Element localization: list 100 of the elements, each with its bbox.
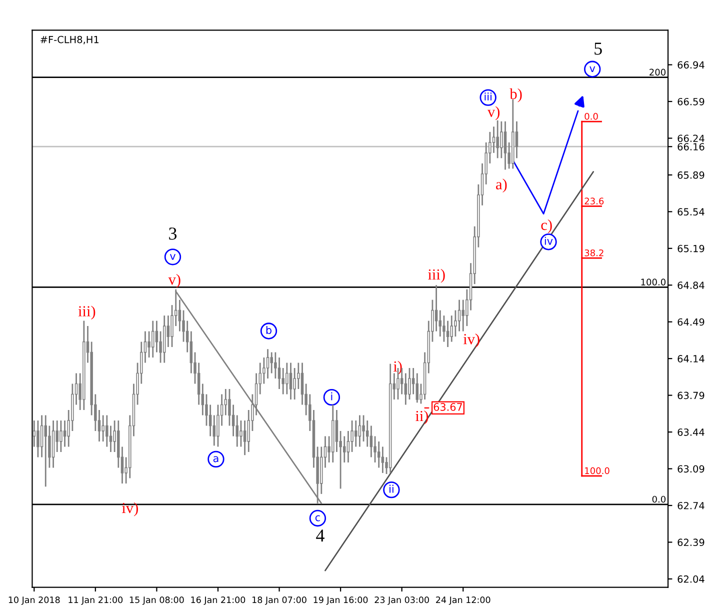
annotation: 38.2 bbox=[584, 249, 604, 256]
candlestick bbox=[148, 330, 150, 358]
candlestick bbox=[178, 299, 182, 332]
annotation: a) bbox=[496, 178, 507, 193]
x-tick-label: 24 Jan 12:00 bbox=[436, 596, 490, 605]
candlestick bbox=[60, 420, 62, 453]
candlestick bbox=[377, 440, 380, 468]
annotation: 200 bbox=[650, 68, 666, 76]
candlestick bbox=[190, 330, 193, 374]
x-tick-label: 10 Jan 2018 bbox=[8, 596, 60, 605]
y-tick-label: 63.09 bbox=[678, 465, 704, 473]
annotation: i bbox=[331, 392, 332, 400]
x-tick-label: 11 Jan 21:00 bbox=[68, 596, 123, 605]
candlestick bbox=[408, 367, 411, 400]
candlestick bbox=[32, 420, 36, 448]
candlestick bbox=[416, 372, 419, 404]
annotation: 4 bbox=[316, 530, 324, 542]
candlestick bbox=[446, 320, 450, 348]
annotation: iv) bbox=[122, 502, 138, 516]
candlestick bbox=[358, 414, 362, 448]
candlestick bbox=[109, 425, 112, 453]
annotation: v) bbox=[487, 106, 500, 120]
y-tick-label: 65.89 bbox=[678, 171, 704, 179]
annotation: ii bbox=[390, 484, 394, 493]
candlestick bbox=[300, 362, 304, 406]
candlestick bbox=[224, 388, 228, 416]
annotation: b bbox=[266, 326, 272, 334]
candlestick bbox=[438, 310, 442, 338]
candlestick bbox=[354, 420, 358, 448]
annotation: iv) bbox=[463, 334, 480, 348]
candlestick bbox=[266, 348, 270, 380]
candlestick bbox=[278, 356, 281, 390]
y-tick-label: 64.14 bbox=[678, 355, 704, 362]
annotation: 100.0 bbox=[641, 278, 666, 286]
x-tick-label: 23 Jan 03:00 bbox=[374, 596, 429, 605]
candlestick bbox=[212, 414, 216, 446]
y-tick-label: 63.44 bbox=[678, 428, 704, 436]
annotation: c bbox=[315, 515, 320, 522]
annotation: iii) bbox=[428, 268, 445, 283]
annotation: 3 bbox=[169, 228, 177, 240]
annotation: v bbox=[590, 66, 596, 72]
candlestick bbox=[197, 362, 200, 406]
y-tick-label: 62.04 bbox=[678, 575, 704, 583]
candlestick bbox=[102, 414, 104, 442]
annotation: iii) bbox=[78, 306, 96, 320]
candlestick bbox=[335, 409, 338, 453]
candlestick bbox=[343, 436, 346, 464]
candlestick bbox=[346, 430, 350, 464]
text: #F-CLH8,H1 bbox=[40, 36, 98, 44]
y-tick-label: 66.16 bbox=[678, 143, 704, 150]
candlestick bbox=[366, 420, 369, 448]
y-tick-label: 62.39 bbox=[678, 538, 704, 546]
candlestick bbox=[40, 414, 44, 458]
candlestick bbox=[434, 284, 438, 332]
y-tick-label: 64.49 bbox=[678, 318, 704, 326]
candlestick bbox=[243, 420, 246, 456]
annotation: 0.0 bbox=[584, 112, 598, 120]
annotation: c) bbox=[541, 219, 552, 234]
annotation: iii bbox=[484, 92, 492, 100]
annotation: 5 bbox=[594, 42, 602, 55]
x-tick-label: 19 Jan 16:00 bbox=[314, 596, 368, 605]
y-tick-label: 65.19 bbox=[678, 244, 704, 252]
candlestick bbox=[289, 362, 292, 400]
x-tick-label: 18 Jan 07:00 bbox=[252, 596, 306, 605]
candlestick bbox=[370, 425, 373, 458]
y-tick-label: 66.59 bbox=[678, 98, 704, 106]
candlestick bbox=[362, 414, 365, 442]
candlestick bbox=[44, 414, 48, 488]
candlestick bbox=[208, 404, 212, 437]
annotation: v) bbox=[168, 274, 180, 288]
candlestick bbox=[496, 120, 499, 159]
candlestick bbox=[240, 420, 242, 448]
candlestick bbox=[381, 446, 384, 474]
candlestick bbox=[504, 120, 507, 170]
candlestick bbox=[462, 299, 464, 332]
annotation: 63.67 bbox=[434, 403, 462, 411]
candlestick bbox=[293, 367, 296, 400]
candlestick bbox=[458, 299, 461, 332]
annotation: iv bbox=[544, 236, 553, 245]
candlestick bbox=[404, 372, 408, 406]
y-tick-label: 66.24 bbox=[678, 134, 704, 142]
annotation: a bbox=[213, 456, 218, 462]
annotation: 23.6 bbox=[584, 198, 604, 204]
annotation: 100.0 bbox=[585, 467, 610, 474]
annotation: v bbox=[170, 254, 176, 260]
y-tick-label: 66.94 bbox=[678, 61, 704, 69]
annotation: b) bbox=[510, 88, 522, 102]
candlestick bbox=[155, 320, 158, 353]
y-tick-label: 63.79 bbox=[678, 392, 704, 400]
y-tick-label: 64.84 bbox=[678, 282, 704, 289]
candlestick bbox=[492, 126, 496, 154]
annotation: ii) bbox=[416, 410, 428, 424]
annotation: i) bbox=[393, 360, 402, 375]
candlestick bbox=[236, 414, 239, 448]
candlestick bbox=[500, 120, 503, 159]
x-tick-label: 15 Jan 08:00 bbox=[130, 596, 184, 605]
candlestick bbox=[151, 320, 154, 358]
candlestick bbox=[286, 362, 288, 395]
annotation: 0.0 bbox=[652, 496, 666, 503]
candlestick bbox=[36, 420, 40, 458]
